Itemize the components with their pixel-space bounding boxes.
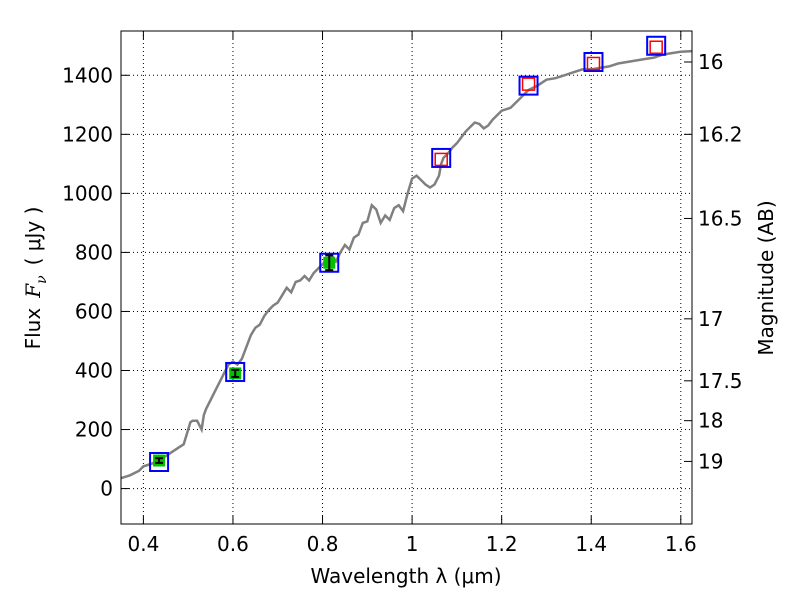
right-tick-label-0: 16 xyxy=(698,50,723,74)
y-axis-label-left: Flux Fν ( μJy ) xyxy=(21,207,50,350)
right-tick-label-5: 18 xyxy=(698,409,723,433)
predicted-point-3 xyxy=(649,40,663,54)
y-tick-label-5: 1000 xyxy=(62,181,113,205)
x-tick-label-4: 1.2 xyxy=(486,532,518,556)
x-tick-label-3: 1 xyxy=(406,532,419,556)
model-photometry-marker-4 xyxy=(518,75,539,96)
predicted-point-2 xyxy=(586,56,601,71)
plot-area xyxy=(121,35,692,480)
ticks: 0.4 0.6 0.8 1 1.2 1.4 1.6 0 200 400 600 800 1000 1200… xyxy=(62,31,743,556)
y-tick-label-2: 400 xyxy=(75,358,113,382)
markers xyxy=(149,35,667,473)
y-tick-label-3: 600 xyxy=(75,299,113,323)
predicted-point-0 xyxy=(434,152,448,167)
y-axis-label-subscript: ν xyxy=(34,275,50,284)
predicted-point-1 xyxy=(521,77,536,91)
right-tick-label-3: 17 xyxy=(698,307,723,331)
y-tick-label-1: 200 xyxy=(75,418,113,442)
y-tick-label-4: 800 xyxy=(75,240,113,264)
x-axis-label: Wavelength λ (μm) xyxy=(310,564,501,588)
y-tick-label-7: 1400 xyxy=(62,63,113,87)
right-tick-label-6: 19 xyxy=(698,449,723,473)
model-photometry-marker-3 xyxy=(431,147,452,168)
model-photometry-marker-0 xyxy=(149,452,170,473)
grid xyxy=(121,31,692,524)
model-photometry-marker-5 xyxy=(583,51,604,72)
y-tick-label-0: 0 xyxy=(100,477,113,501)
x-tick-label-2: 0.8 xyxy=(307,532,339,556)
y-axis-label-prefix: Flux xyxy=(21,308,45,350)
x-tick-label-5: 1.4 xyxy=(575,532,607,556)
model-photometry-marker-1 xyxy=(225,361,246,382)
x-tick-label-1: 0.6 xyxy=(217,532,249,556)
right-tick-label-2: 16.5 xyxy=(698,206,743,230)
model-photometry-marker-6 xyxy=(646,35,667,56)
plot-frame xyxy=(120,30,693,525)
y-axis-label-right: Magnitude (AB) xyxy=(754,200,778,355)
x-tick-label-6: 1.6 xyxy=(665,532,697,556)
right-tick-label-1: 16.2 xyxy=(698,122,743,146)
model-photometry-marker-2 xyxy=(319,252,340,273)
model-spectrum-line xyxy=(121,49,692,480)
right-tick-label-4: 17.5 xyxy=(698,369,743,393)
y-tick-label-6: 1200 xyxy=(62,122,113,146)
x-tick-label-0: 0.4 xyxy=(127,532,159,556)
y-axis-label-symbol: F xyxy=(21,283,45,299)
y-axis-label-units: ( μJy ) xyxy=(21,207,45,266)
